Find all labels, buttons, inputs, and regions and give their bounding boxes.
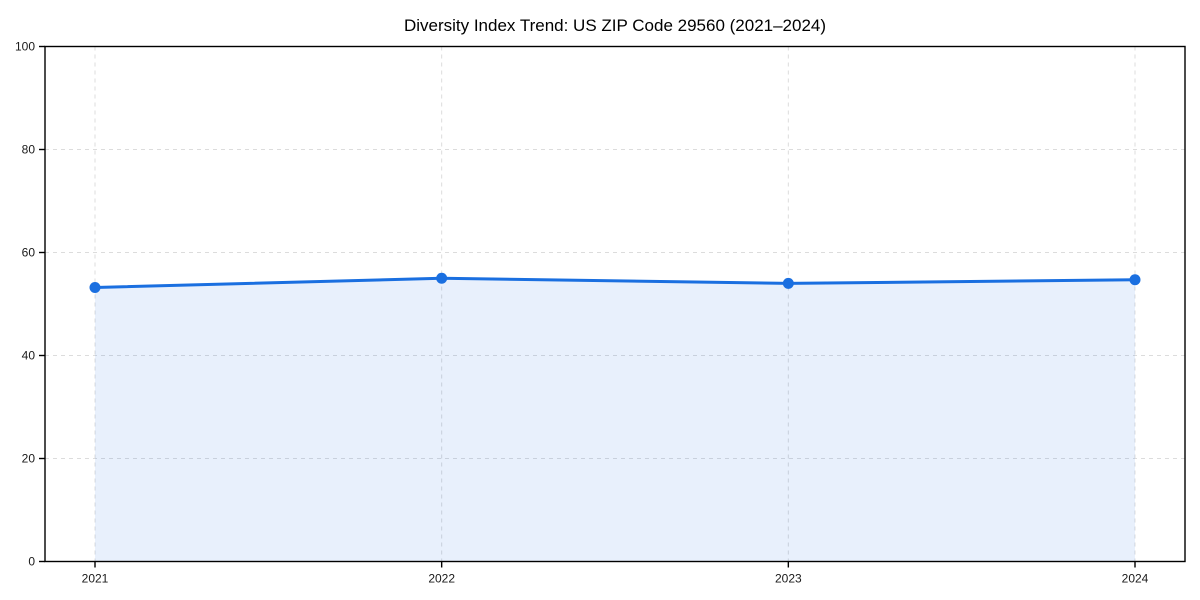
data-point: [436, 272, 448, 284]
y-tick-label: 80: [22, 143, 36, 157]
y-tick-label: 0: [28, 555, 35, 569]
y-tick-label: 60: [22, 246, 36, 260]
x-tick-label: 2023: [775, 572, 802, 586]
plot-border: [44, 45, 1186, 563]
data-point: [782, 277, 794, 289]
data-point: [89, 282, 101, 294]
chart-title: Diversity Index Trend: US ZIP Code 29560…: [404, 16, 826, 35]
data-point-layer: [89, 272, 1141, 294]
trend-line-layer: [93, 276, 1137, 290]
y-tick-label: 100: [15, 40, 35, 54]
trend-line: [93, 276, 1137, 290]
tick-layer: 0 20 40 60 80 100 2021 2022 2023 2024: [15, 40, 1149, 586]
data-point: [1129, 274, 1141, 286]
area-fill: [95, 278, 1135, 562]
y-tick-label: 20: [22, 452, 36, 466]
x-tick-label: 2022: [428, 572, 455, 586]
axes-spines-layer: [44, 45, 1186, 563]
area-fill-layer: [95, 278, 1135, 562]
x-tick-label: 2021: [82, 572, 109, 586]
y-tick-label: 40: [22, 349, 36, 363]
x-tick-label: 2024: [1122, 572, 1149, 586]
